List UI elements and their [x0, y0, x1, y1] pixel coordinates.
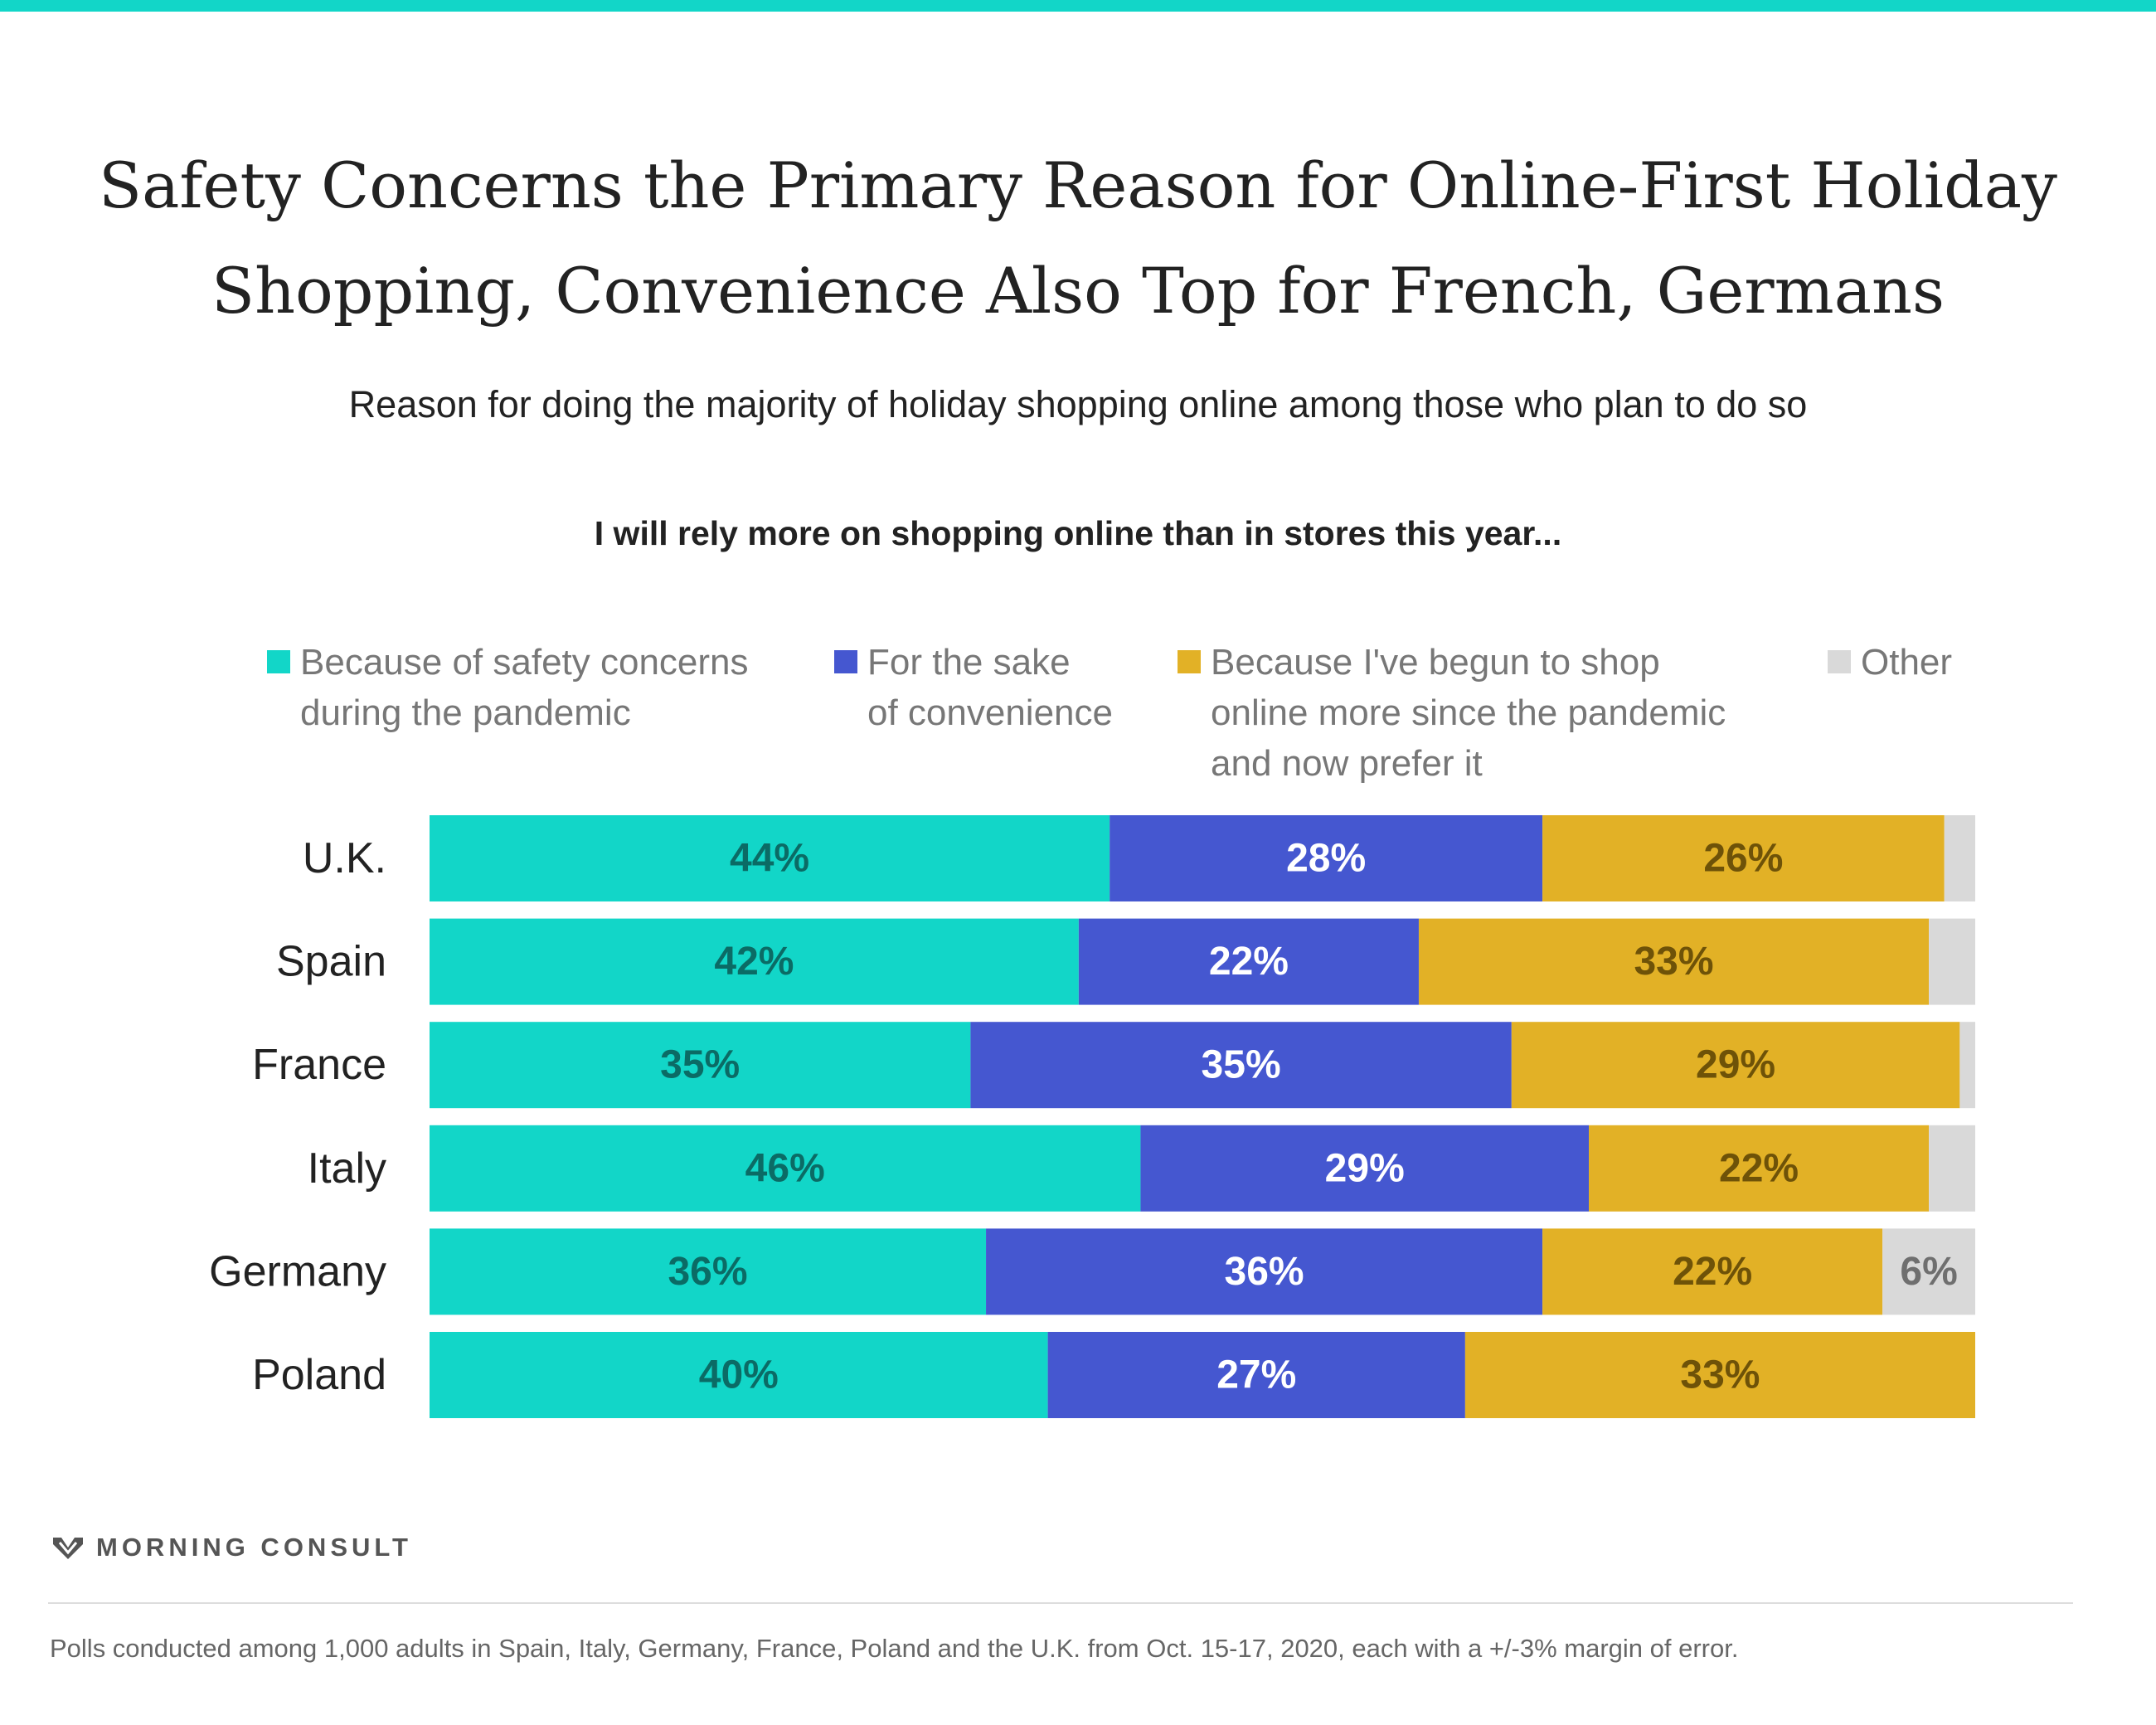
category-label-france: France: [252, 1041, 386, 1089]
bar-germany-other: [1882, 1228, 1975, 1315]
bar-france-for-the-sake-of-convenience: [970, 1022, 1512, 1109]
chart-title-line-1: Safety Concerns the Primary Reason for O…: [99, 148, 2057, 222]
data-label-germany-3: 6%: [1900, 1250, 1957, 1294]
data-label-germany-1: 36%: [1225, 1250, 1304, 1294]
legend-label-safety-line-2: during the pandemic: [300, 692, 631, 733]
legend-item-convenience: For the sake of convenience: [834, 637, 1113, 738]
bar-spain-for-the-sake-of-convenience: [1078, 918, 1419, 1005]
legend-swatch-prefer-online: [1178, 650, 1201, 673]
legend-item-other: Other: [1828, 637, 1952, 688]
legend-label-prefer-online-line-3: and now prefer it: [1211, 743, 1483, 784]
legend-item-prefer-online: Because I've begun to shop online more s…: [1178, 637, 1726, 789]
category-label-spain: Spain: [276, 938, 386, 986]
bar-u-k-other: [1944, 815, 1975, 901]
chart-title-line-2: Shopping, Convenience Also Top for Frenc…: [211, 254, 1945, 328]
bar-spain-other: [1929, 918, 1975, 1005]
data-label-france-2: 29%: [1696, 1043, 1775, 1087]
data-label-italy-0: 46%: [745, 1146, 825, 1190]
bar-poland-for-the-sake-of-convenience: [1047, 1332, 1465, 1418]
data-label-italy-1: 29%: [1325, 1146, 1405, 1190]
legend-swatch-convenience: [834, 650, 857, 673]
footer-divider: [48, 1602, 2073, 1604]
bar-u-k-because-of-safety-concerns-dur: [430, 815, 1110, 901]
stacked-bar-chart: U.K. 44% 28% 26% Spain 42% 22% 33% France 35% 35% 2…: [209, 815, 1975, 1418]
bar-france-other: [1959, 1022, 1975, 1109]
bar-germany-because-i-ve-begun-to-shop-onl: [1542, 1228, 1883, 1315]
top-accent-bar: [0, 0, 2156, 12]
morning-consult-logo: MORNING CONSULT: [51, 1533, 412, 1562]
bar-italy-other: [1929, 1125, 1975, 1212]
data-label-spain-0: 42%: [714, 940, 794, 984]
category-label-italy: Italy: [308, 1144, 386, 1193]
category-label-u-k: U.K.: [303, 834, 386, 882]
morning-consult-m-icon: [53, 1538, 83, 1559]
bar-u-k-because-i-ve-begun-to-shop-onl: [1542, 815, 1945, 901]
legend-label-convenience-line-1: For the sake: [867, 642, 1071, 683]
bar-italy-for-the-sake-of-convenience: [1140, 1125, 1589, 1212]
chart-subtitle: Reason for doing the majority of holiday…: [348, 383, 1808, 425]
bar-germany-because-of-safety-concerns-dur: [430, 1228, 987, 1315]
footnote: Polls conducted among 1,000 adults in Sp…: [50, 1634, 1739, 1663]
legend-label-prefer-online-line-2: online more since the pandemic: [1211, 692, 1726, 733]
bar-poland-because-of-safety-concerns-dur: [430, 1332, 1048, 1418]
legend-label-prefer-online-line-1: Because I've begun to shop: [1211, 642, 1660, 683]
data-label-spain-2: 33%: [1634, 940, 1713, 984]
legend-label-convenience-line-2: of convenience: [867, 692, 1113, 733]
data-label-u-k-0: 44%: [730, 837, 809, 881]
legend-label-other-line-1: Other: [1861, 642, 1953, 683]
bar-poland-because-i-ve-begun-to-shop-onl: [1464, 1332, 1975, 1418]
legend-label-prefer-online: Because I've begun to shop online more s…: [1211, 637, 1726, 789]
data-label-france-0: 35%: [660, 1043, 740, 1087]
bar-france-because-of-safety-concerns-dur: [430, 1022, 971, 1109]
category-label-germany: Germany: [209, 1247, 386, 1295]
data-label-germany-0: 36%: [668, 1250, 747, 1294]
category-label-poland: Poland: [252, 1351, 386, 1399]
bar-u-k-for-the-sake-of-convenience: [1110, 815, 1543, 901]
legend-label-safety: Because of safety concerns during the pa…: [300, 637, 749, 738]
legend-swatch-other: [1828, 650, 1851, 673]
legend-label-other: Other: [1861, 637, 1952, 688]
bar-spain-because-of-safety-concerns-dur: [430, 918, 1079, 1005]
bar-italy-because-i-ve-begun-to-shop-onl: [1589, 1125, 1930, 1212]
legend-label-safety-line-1: Because of safety concerns: [300, 642, 749, 683]
data-label-poland-1: 27%: [1216, 1353, 1296, 1397]
data-label-u-k-2: 26%: [1703, 837, 1783, 881]
data-label-poland-0: 40%: [699, 1353, 779, 1397]
bar-france-because-i-ve-begun-to-shop-onl: [1511, 1022, 1960, 1109]
data-label-germany-2: 22%: [1673, 1250, 1752, 1294]
bar-italy-because-of-safety-concerns-dur: [430, 1125, 1141, 1212]
data-label-spain-1: 22%: [1209, 940, 1289, 984]
survey-question: I will rely more on shopping online than…: [594, 514, 1562, 552]
legend-swatch-safety: [267, 650, 290, 673]
legend-item-safety: Because of safety concerns during the pa…: [267, 637, 749, 738]
legend-label-convenience: For the sake of convenience: [867, 637, 1113, 738]
data-label-france-1: 35%: [1202, 1043, 1281, 1087]
data-label-italy-2: 22%: [1719, 1146, 1799, 1190]
chart-title: Safety Concerns the Primary Reason for O…: [0, 133, 2156, 343]
data-label-u-k-1: 28%: [1286, 837, 1366, 881]
bar-germany-for-the-sake-of-convenience: [986, 1228, 1543, 1315]
bar-spain-because-i-ve-begun-to-shop-onl: [1418, 918, 1930, 1005]
morning-consult-wordmark: MORNING CONSULT: [96, 1533, 412, 1562]
data-label-poland-2: 33%: [1680, 1353, 1760, 1397]
